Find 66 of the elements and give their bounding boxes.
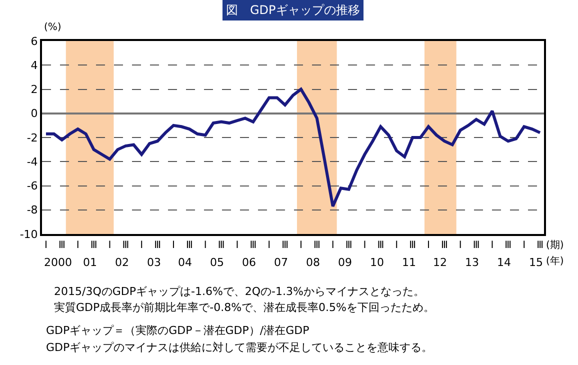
text: 03: [147, 256, 161, 269]
x-tick-label: Ⅲ: [90, 240, 98, 251]
x2-axis-title: (年): [546, 255, 564, 267]
text: 05: [210, 256, 224, 269]
y-tick-label: -6: [26, 180, 38, 193]
x-tick-label: Ⅲ: [250, 240, 257, 251]
text: 01: [83, 256, 97, 269]
line-series: [44, 88, 542, 208]
text: 02: [115, 256, 129, 269]
x-tick-label: Ⅲ: [377, 240, 384, 251]
x-tick-label: Ⅲ: [186, 240, 193, 251]
x-tick-label: Ⅲ: [345, 240, 352, 251]
text: 10: [370, 256, 384, 269]
text: GDPギャップのマイナスは供給に対して需要が不足していることを意味する。: [46, 341, 433, 354]
x-tick-label: Ⅰ: [522, 240, 526, 251]
x-tick-label: Ⅲ: [536, 240, 544, 251]
x-tick-label: Ⅰ: [236, 240, 239, 251]
x-tick-label: Ⅰ: [395, 240, 398, 251]
x-tick-label: Ⅰ: [108, 240, 112, 251]
x-tick-label: Ⅲ: [58, 240, 66, 251]
x-tick-label: Ⅰ: [331, 240, 334, 251]
y-axis-title: (%): [44, 22, 62, 33]
chart-title: 図 GDPギャップの推移: [226, 3, 360, 17]
text: 04: [178, 256, 192, 269]
x-tick-label: Ⅰ: [172, 240, 175, 251]
text: 実質GDP成長率が前期比年率で-0.8%で、潜在成長率0.5%を下回ったため。: [54, 301, 434, 314]
x-tick-label: Ⅲ: [122, 240, 130, 251]
x-tick-label: Ⅰ: [490, 240, 494, 251]
x-tick-label: Ⅲ: [409, 240, 416, 251]
x-tick-label: Ⅲ: [472, 240, 480, 251]
x-tick-label: Ⅰ: [268, 240, 271, 251]
x-tick-label: Ⅰ: [299, 240, 302, 251]
text: 12: [433, 256, 447, 269]
x-tick-label: Ⅰ: [140, 240, 144, 251]
x-tick-label: Ⅰ: [458, 240, 462, 251]
y-tick-label: -8: [26, 204, 38, 217]
y-tick-label: -2: [26, 131, 38, 144]
x-tick-label: Ⅲ: [218, 240, 225, 251]
x-tick-label: Ⅲ: [282, 240, 288, 251]
y-tick-label: 4: [30, 58, 38, 72]
text: 11: [402, 256, 416, 269]
y-tick-label: -4: [26, 155, 38, 168]
x-tick-label: Ⅰ: [76, 240, 80, 251]
text: 07: [274, 256, 288, 269]
x-tick-label: Ⅲ: [440, 240, 448, 251]
text: 2000: [44, 256, 72, 269]
text: 06: [242, 256, 256, 269]
x-axis-title: (期): [546, 239, 564, 251]
text: 14: [497, 256, 511, 269]
x-tick-label: Ⅰ: [44, 240, 48, 251]
text: 2015/3QのGDPギャップは-1.6%で、2Qの-1.3%からマイナスとなった。: [54, 285, 424, 298]
text: 15: [529, 256, 543, 269]
x-tick-label: Ⅲ: [313, 240, 320, 251]
text: 08: [306, 256, 320, 269]
y-tick-label: 2: [30, 83, 38, 96]
text: 13: [465, 256, 479, 269]
x-tick-label: Ⅲ: [504, 240, 512, 251]
text: 09: [338, 256, 352, 269]
x-tick-label: Ⅰ: [363, 240, 366, 251]
x-tick-label: Ⅰ: [426, 240, 430, 251]
x-tick-label: Ⅲ: [154, 240, 161, 251]
x-tick-label: Ⅰ: [204, 240, 207, 251]
y-tick-label: 0: [30, 107, 38, 120]
text: GDPギャップ＝（実際のGDP－潜在GDP）/潜在GDP: [46, 324, 310, 337]
y-tick-label: -10: [20, 228, 38, 241]
y-tick-label: 6: [30, 34, 38, 48]
